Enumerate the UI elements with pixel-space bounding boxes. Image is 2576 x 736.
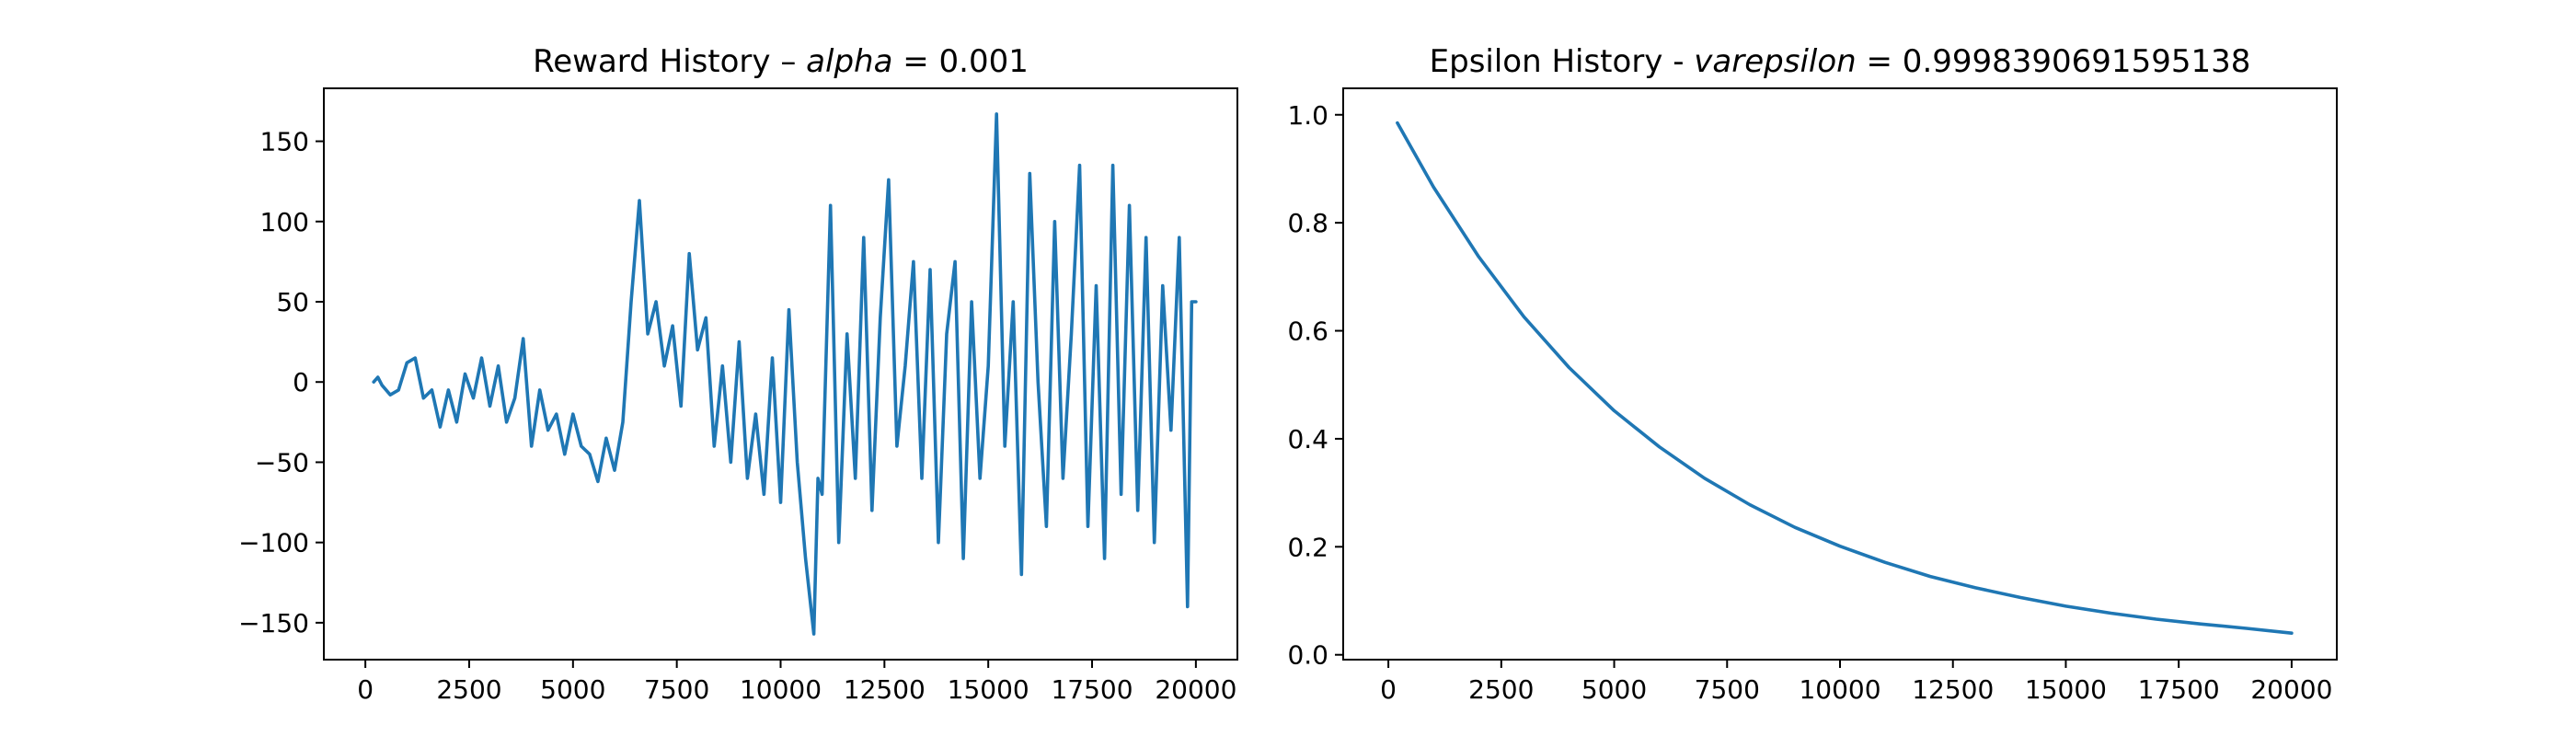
title-part: varepsilon — [1694, 43, 1856, 80]
x-tick-label: 5000 — [540, 674, 605, 705]
title-part: alpha — [806, 43, 892, 80]
x-tick-label: 0 — [1380, 674, 1397, 705]
x-tick-label: 20000 — [1155, 674, 1236, 705]
x-tick-label: 10000 — [740, 674, 822, 705]
y-tick-label: 100 — [260, 207, 309, 237]
y-tick-label: 50 — [276, 287, 309, 317]
x-tick-label: 15000 — [2025, 674, 2107, 705]
y-tick-label: 1.0 — [1287, 100, 1328, 131]
x-tick-label: 2500 — [436, 674, 501, 705]
title-part: Reward History – — [533, 43, 806, 80]
y-tick-label: −100 — [238, 528, 309, 558]
x-tick-label: 10000 — [1799, 674, 1880, 705]
axes-frame — [1342, 87, 2338, 661]
series-line — [372, 112, 1198, 636]
y-tick-label: 0.0 — [1287, 640, 1328, 671]
y-tick-label: −50 — [255, 447, 309, 477]
x-tick-label: 5000 — [1581, 674, 1647, 705]
chart-1: Reward History – alpha = 0.001 0 2500 5000 7… — [238, 43, 1238, 705]
y-tick-label: 150 — [260, 127, 309, 157]
y-tick-label: 0.8 — [1287, 208, 1328, 238]
x-tick-label: 15000 — [948, 674, 1029, 705]
y-tick-label: 0.4 — [1287, 424, 1328, 454]
x-tick-label: 2500 — [1468, 674, 1534, 705]
x-tick-label: 12500 — [1912, 674, 1994, 705]
chart-2: Epsilon History - varepsilon = 0.9998390… — [1287, 43, 2338, 705]
x-tick-label: 17500 — [1051, 674, 1133, 705]
title-part: = 0.9998390691595138 — [1857, 43, 2251, 80]
x-tick-label: 0 — [357, 674, 374, 705]
series-line — [1396, 121, 2294, 636]
x-tick-label: 17500 — [2138, 674, 2220, 705]
y-tick-label: −150 — [238, 608, 309, 638]
y-tick-label: 0.2 — [1287, 532, 1328, 562]
title-part: Epsilon History - — [1430, 43, 1695, 80]
title-part: = 0.001 — [892, 43, 1028, 80]
y-tick-label: 0.6 — [1287, 316, 1328, 347]
chart-title: Epsilon History - varepsilon = 0.9998390… — [1430, 43, 2251, 80]
chart-title: Reward History – alpha = 0.001 — [533, 43, 1029, 80]
x-tick-label: 7500 — [644, 674, 709, 705]
x-tick-label: 7500 — [1695, 674, 1760, 705]
x-tick-label: 12500 — [844, 674, 926, 705]
y-tick-label: 0 — [293, 367, 309, 397]
x-tick-label: 20000 — [2250, 674, 2332, 705]
